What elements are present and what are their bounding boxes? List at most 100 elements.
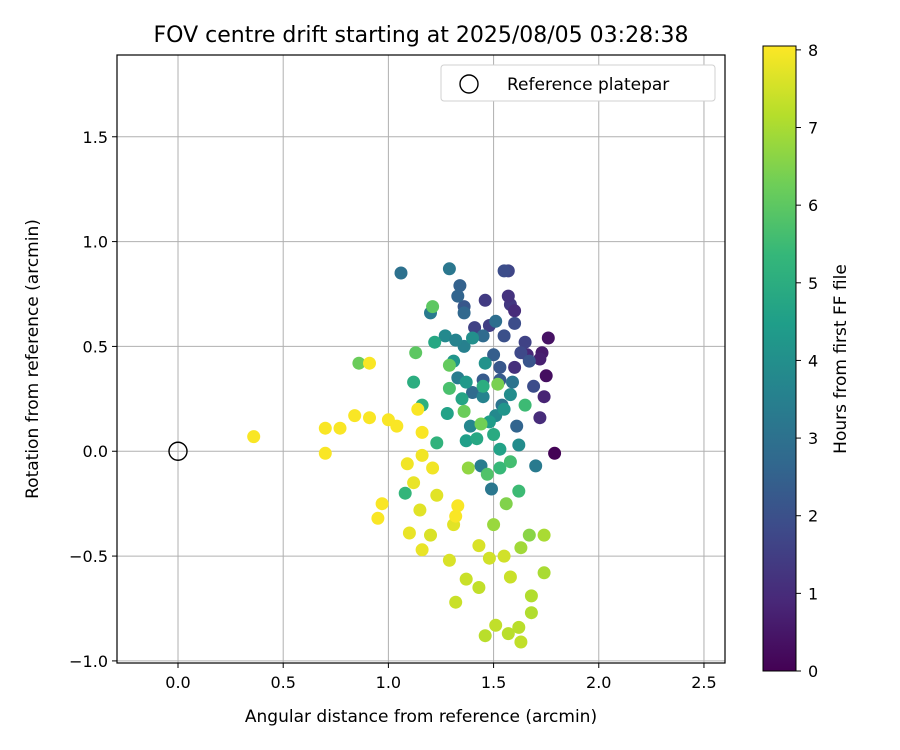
scatter-point (489, 314, 503, 328)
scatter-point (363, 411, 376, 425)
scatter-point (459, 375, 473, 389)
scatter-point (398, 486, 412, 500)
y-tick-label: 0.0 (83, 442, 108, 461)
scatter-point (468, 321, 482, 335)
scatter-point (503, 455, 517, 469)
colorbar-tick-label: 0 (808, 662, 818, 681)
y-tick-label: 1.0 (83, 233, 108, 252)
colorbar-tick-label: 6 (808, 196, 818, 215)
scatter-point (426, 461, 440, 475)
scatter-point (449, 509, 463, 523)
scatter-point (451, 289, 465, 303)
scatter-point (472, 539, 486, 553)
scatter-point (524, 606, 538, 620)
x-tick-label: 2.0 (586, 673, 611, 692)
y-axis-ticks: −1.0 −0.5 0.0 0.5 1.0 1.5 (69, 128, 117, 671)
scatter-point (478, 629, 492, 643)
plot-frame (116, 54, 726, 664)
scatter-point (487, 428, 501, 441)
scatter-point (537, 390, 551, 404)
y-tick-label: −0.5 (69, 547, 108, 566)
y-tick-label: 1.5 (83, 128, 108, 147)
scatter-point (537, 528, 551, 542)
scatter-point (428, 335, 442, 349)
colorbar-fill (762, 45, 797, 672)
scatter-point (476, 390, 490, 404)
scatter-point (457, 306, 471, 320)
scatter-point (415, 448, 429, 462)
scatter-point (548, 446, 562, 460)
scatter-point (463, 419, 477, 433)
x-tick-label: 0.5 (270, 673, 295, 692)
scatter-point (415, 425, 429, 439)
colorbar-tick-label: 5 (808, 274, 818, 293)
scatter-point (541, 331, 555, 345)
scatter-point (413, 503, 427, 517)
y-tick-label: 0.5 (83, 337, 108, 356)
scatter-point (512, 620, 526, 634)
scatter-point (402, 526, 416, 540)
scatter-point (455, 392, 469, 406)
scatter-point (510, 419, 524, 433)
y-tick-label: −1.0 (69, 652, 108, 671)
scatter-point (411, 402, 425, 416)
legend-box (440, 64, 716, 102)
scatter-point (501, 289, 515, 303)
scatter-point (522, 528, 536, 542)
scatter-point (451, 499, 465, 513)
scatter-point (457, 404, 471, 418)
scatter-point (442, 262, 456, 276)
scatter-point (503, 388, 517, 402)
scatter-point (442, 358, 456, 372)
scatter-point (424, 528, 437, 542)
scatter-point (476, 379, 490, 393)
scatter-point (493, 360, 507, 374)
x-tick-label: 1.0 (376, 673, 401, 692)
scatter-point (508, 360, 522, 374)
x-tick-label: 1.5 (481, 673, 506, 692)
scatter-point (348, 409, 362, 423)
scatter-point (533, 411, 547, 425)
scatter-point (482, 551, 496, 565)
scatter-point (318, 421, 332, 435)
scatter-point (476, 329, 490, 343)
x-tick-label: 0.0 (165, 673, 190, 692)
scatter-point (430, 488, 444, 502)
scatter-point (247, 430, 261, 444)
scatter-point (440, 407, 454, 420)
scatter-point (363, 356, 376, 370)
scatter-point (442, 553, 456, 567)
colorbar-tick-label: 7 (808, 119, 818, 138)
scatter-point (487, 348, 501, 362)
scatter-point (518, 398, 532, 412)
x-axis-ticks: 0.0 0.5 1.0 1.5 2.0 2.5 (165, 663, 717, 692)
scatter-point (466, 331, 479, 345)
scatter-point (485, 482, 498, 496)
scatter-point (478, 356, 492, 370)
scatter-point (400, 457, 414, 471)
scatter-point (497, 549, 511, 563)
scatter-point (512, 484, 526, 498)
scatter-point (480, 467, 494, 481)
scatter-point (375, 497, 389, 511)
colorbar-tick-label: 4 (808, 351, 818, 370)
legend-marker (459, 74, 479, 94)
scatter-point (537, 566, 551, 580)
scatter-point (514, 541, 528, 555)
scatter-point (501, 627, 515, 641)
scatter-point (371, 511, 385, 525)
scatter-point (493, 442, 507, 456)
colorbar-tick-label: 8 (808, 41, 818, 60)
scatter-point (508, 316, 522, 330)
scatter-point (466, 386, 479, 399)
scatter-point (459, 434, 473, 448)
y-axis-label: Rotation from reference (arcmin) (23, 219, 43, 499)
colorbar-tick-label: 3 (808, 429, 818, 448)
chart-title: FOV centre drift starting at 2025/08/05 … (154, 23, 689, 48)
scatter-point (449, 595, 463, 609)
reference-platepar-marker (168, 441, 188, 461)
scatter-point (506, 375, 519, 389)
scatter-point (527, 379, 541, 393)
scatter-point (449, 333, 463, 347)
